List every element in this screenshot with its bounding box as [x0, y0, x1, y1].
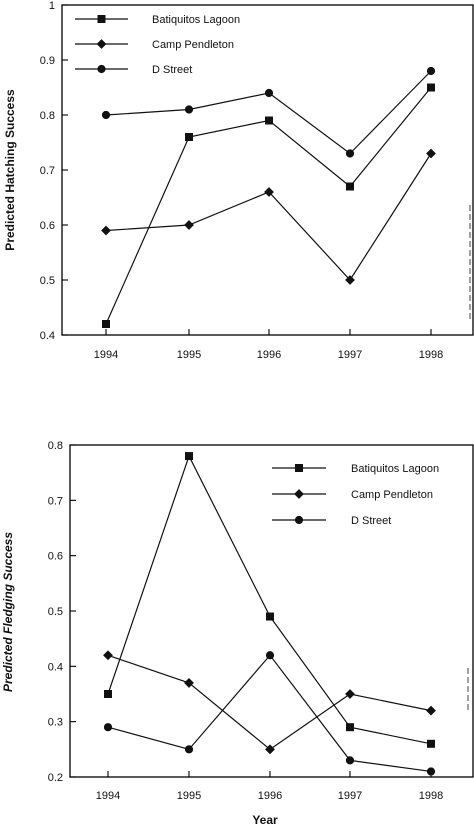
x-tick-label: 1995	[177, 790, 201, 802]
legend-swatch-marker	[294, 515, 304, 525]
series-d-street	[103, 651, 436, 776]
data-point	[426, 66, 436, 76]
data-point	[101, 110, 111, 120]
y-tick-label: 0.9	[40, 55, 55, 67]
legend-swatch-marker	[294, 489, 304, 499]
data-point	[265, 651, 275, 660]
y-tick-label: 0.8	[48, 440, 63, 452]
y-axis-title: Predicted Hatching Success	[3, 89, 17, 251]
legend-swatch-marker	[97, 15, 106, 23]
x-tick-label: 1996	[258, 790, 282, 802]
data-point	[185, 133, 193, 141]
series-d-street	[101, 66, 436, 158]
data-point	[101, 225, 111, 236]
legend-entry: Camp Pendleton	[351, 489, 433, 501]
data-point	[184, 678, 194, 688]
y-tick-label: 0.3	[48, 717, 63, 729]
y-tick-label: 0.4	[48, 661, 63, 673]
legend: Batiquitos Lagoon Camp Pendleton D Street	[75, 14, 240, 76]
legend-swatch-marker	[295, 464, 303, 472]
x-tick-label: 1996	[257, 349, 281, 361]
x-tick-label: 1997	[338, 349, 362, 361]
data-point	[426, 705, 436, 716]
series-batiquitos-lagoon	[102, 83, 435, 328]
series-camp-pendleton	[101, 148, 436, 285]
x-tick-label: 1995	[177, 349, 201, 361]
y-axis-title: Predicted Fledging Success	[1, 532, 15, 692]
legend-entry: Camp Pendleton	[152, 39, 234, 51]
data-point	[104, 690, 112, 698]
data-point	[266, 612, 274, 621]
legend-entry: Batiquitos Lagoon	[351, 463, 439, 475]
x-tick-label: 1997	[338, 790, 362, 802]
data-point	[345, 756, 355, 765]
hatching-success-chart: 0.4 0.5 0.6 0.7 0.8 0.9 1 1994 1995 1996 1997 1998 P…	[3, 0, 474, 361]
x-tick-label: 1998	[419, 349, 443, 361]
legend-swatch-marker	[97, 64, 106, 74]
legend-swatch-marker	[96, 39, 107, 49]
y-tick-label: 0.2	[48, 772, 63, 784]
data-point	[426, 767, 436, 776]
fledging-success-chart: 0.2 0.3 0.4 0.5 0.6 0.7 0.8 1994 1995 1996 1997 199…	[1, 440, 474, 827]
data-point	[102, 320, 110, 328]
series-line	[107, 654, 432, 773]
data-point	[346, 182, 354, 191]
data-point	[264, 88, 274, 98]
x-tick-label: 1994	[96, 790, 120, 802]
series-batiquitos-lagoon	[104, 452, 435, 748]
y-tick-label: 0.7	[40, 165, 55, 177]
y-tick-label: 0.6	[48, 551, 63, 563]
y-tick-label: 1	[49, 0, 55, 12]
legend: Batiquitos Lagoon Camp Pendleton D Street	[272, 463, 439, 527]
data-point	[103, 650, 113, 661]
data-point	[345, 275, 355, 285]
x-tick-label: 1998	[419, 790, 443, 802]
series-line	[105, 153, 432, 281]
y-tick-label: 0.4	[40, 330, 55, 342]
data-point	[346, 723, 354, 732]
y-tick-label: 0.7	[48, 495, 63, 507]
legend-entry: D Street	[351, 515, 391, 527]
data-point	[345, 689, 355, 699]
data-point	[184, 105, 194, 114]
data-point	[265, 744, 275, 755]
data-point	[184, 745, 194, 754]
data-point	[426, 148, 436, 159]
data-point	[345, 149, 355, 158]
series-line	[107, 654, 432, 751]
y-tick-label: 0.5	[48, 606, 63, 618]
data-point	[264, 187, 274, 197]
x-axis-title: Year	[252, 813, 278, 827]
x-tick-label: 1994	[94, 349, 118, 361]
series-camp-pendleton	[103, 650, 436, 755]
data-point	[184, 220, 194, 230]
data-point	[427, 83, 435, 92]
data-point	[427, 739, 435, 748]
data-point	[103, 723, 113, 732]
y-tick-label: 0.5	[40, 275, 55, 287]
y-tick-label: 0.8	[40, 110, 55, 122]
y-tick-label: 0.6	[40, 220, 55, 232]
data-point	[185, 452, 193, 461]
legend-entry: D Street	[152, 64, 192, 76]
series-line	[105, 70, 432, 155]
legend-entry: Batiquitos Lagoon	[152, 14, 240, 26]
data-point	[265, 116, 273, 125]
